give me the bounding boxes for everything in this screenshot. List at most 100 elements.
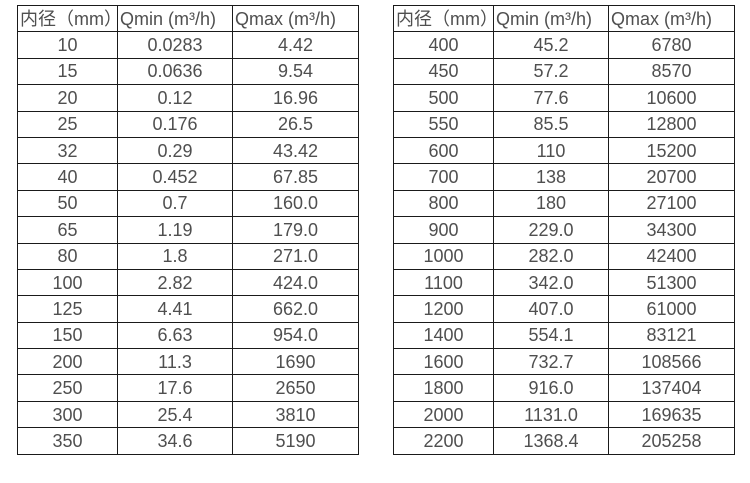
table-cell: 67.85 (232, 163, 359, 191)
table-cell: 0.7 (117, 189, 233, 218)
table-cell: 137404 (608, 374, 735, 402)
table-row: 32 0.29 43.42 (17, 136, 359, 165)
table-cell: 550 (393, 110, 494, 138)
table-cell: 300 (17, 400, 118, 429)
table-cell: 1200 (393, 295, 494, 323)
table-cell: 45.2 (493, 31, 609, 59)
table-cell: 1800 (393, 374, 494, 402)
table-cell: 5190 (232, 427, 359, 455)
table-cell: 27100 (608, 189, 735, 218)
table-cell: 271.0 (232, 242, 359, 270)
table-row: 800 180 27100 (393, 189, 735, 218)
header-row: 内径（mm） Qmin (m³/h) Qmax (m³/h) (393, 4, 735, 33)
table-cell: 450 (393, 57, 494, 86)
table-cell: 34.6 (117, 427, 233, 455)
table-cell: 8570 (608, 57, 735, 86)
table-cell: 1400 (393, 321, 494, 350)
table-row: 450 57.2 8570 (393, 57, 735, 86)
table-cell: 15200 (608, 136, 735, 165)
table-cell: 15 (17, 57, 118, 86)
table-cell: 600 (393, 136, 494, 165)
table-cell: 80 (17, 242, 118, 270)
table-cell: 20 (17, 84, 118, 112)
table-row: 65 1.19 179.0 (17, 216, 359, 244)
table-cell: 1131.0 (493, 400, 609, 429)
table-row: 50 0.7 160.0 (17, 189, 359, 218)
table-cell: 34300 (608, 216, 735, 244)
table-cell: 6.63 (117, 321, 233, 350)
table-cell: 51300 (608, 268, 735, 297)
header-row: 内径（mm） Qmin (m³/h) Qmax (m³/h) (17, 4, 359, 33)
table-cell: 43.42 (232, 136, 359, 165)
table-row: 600 110 15200 (393, 136, 735, 165)
table-cell: 169635 (608, 400, 735, 429)
table-row: 500 77.6 10600 (393, 84, 735, 112)
table-cell: 4.42 (232, 31, 359, 59)
table-cell: 500 (393, 84, 494, 112)
table-cell: 250 (17, 374, 118, 402)
table-row: 1800 916.0 137404 (393, 374, 735, 402)
table-cell: 350 (17, 427, 118, 455)
table-row: 20 0.12 16.96 (17, 84, 359, 112)
table-row: 2000 1131.0 169635 (393, 400, 735, 429)
table-cell: 4.41 (117, 295, 233, 323)
tables-container: 内径（mm） Qmin (m³/h) Qmax (m³/h) 10 0.0283 4.42… (17, 4, 735, 455)
table-cell: 3810 (232, 400, 359, 429)
table-cell: 83121 (608, 321, 735, 350)
table-cell: 20700 (608, 163, 735, 191)
table-cell: 662.0 (232, 295, 359, 323)
table-row: 350 34.6 5190 (17, 427, 359, 455)
table-cell: 954.0 (232, 321, 359, 350)
table-cell: 65 (17, 216, 118, 244)
table-cell: 900 (393, 216, 494, 244)
table-row: 10 0.0283 4.42 (17, 31, 359, 59)
table-cell: 0.0283 (117, 31, 233, 59)
table-row: 100 2.82 424.0 (17, 268, 359, 297)
table-cell: 916.0 (493, 374, 609, 402)
table-cell: 1000 (393, 242, 494, 270)
table-cell: 1100 (393, 268, 494, 297)
table-cell: 0.176 (117, 110, 233, 138)
table-cell: 200 (17, 348, 118, 376)
table-row: 1600 732.7 108566 (393, 348, 735, 376)
flow-spec-table-large-diameters: 内径（mm） Qmin (m³/h) Qmax (m³/h) 400 45.2 6780 4… (393, 4, 735, 455)
table-cell: 125 (17, 295, 118, 323)
table-cell: 25.4 (117, 400, 233, 429)
table-cell: 342.0 (493, 268, 609, 297)
table-row: 550 85.5 12800 (393, 110, 735, 138)
table-cell: 2000 (393, 400, 494, 429)
table-row: 2200 1368.4 205258 (393, 427, 735, 455)
table-cell: 229.0 (493, 216, 609, 244)
table-row: 1200 407.0 61000 (393, 295, 735, 323)
table-cell: 9.54 (232, 57, 359, 86)
table-cell: 1600 (393, 348, 494, 376)
table-cell: 26.5 (232, 110, 359, 138)
table-cell: 100 (17, 268, 118, 297)
table-cell: 110 (493, 136, 609, 165)
table-row: 1000 282.0 42400 (393, 242, 735, 270)
table-cell: 12800 (608, 110, 735, 138)
table-cell: 180 (493, 189, 609, 218)
table-row: 1400 554.1 83121 (393, 321, 735, 350)
column-header: Qmax (m³/h) (608, 4, 735, 33)
table-cell: 0.0636 (117, 57, 233, 86)
table-cell: 138 (493, 163, 609, 191)
table-cell: 800 (393, 189, 494, 218)
table-cell: 1690 (232, 348, 359, 376)
table-row: 300 25.4 3810 (17, 400, 359, 429)
table-cell: 732.7 (493, 348, 609, 376)
table-cell: 6780 (608, 31, 735, 59)
table-cell: 77.6 (493, 84, 609, 112)
table-cell: 40 (17, 163, 118, 191)
table-cell: 57.2 (493, 57, 609, 86)
table-cell: 61000 (608, 295, 735, 323)
table-cell: 150 (17, 321, 118, 350)
column-header: Qmax (m³/h) (232, 4, 359, 33)
table-cell: 1.19 (117, 216, 233, 244)
table-cell: 700 (393, 163, 494, 191)
table-row: 900 229.0 34300 (393, 216, 735, 244)
table-cell: 2650 (232, 374, 359, 402)
table-cell: 282.0 (493, 242, 609, 270)
table-cell: 0.29 (117, 136, 233, 165)
table-cell: 0.452 (117, 163, 233, 191)
